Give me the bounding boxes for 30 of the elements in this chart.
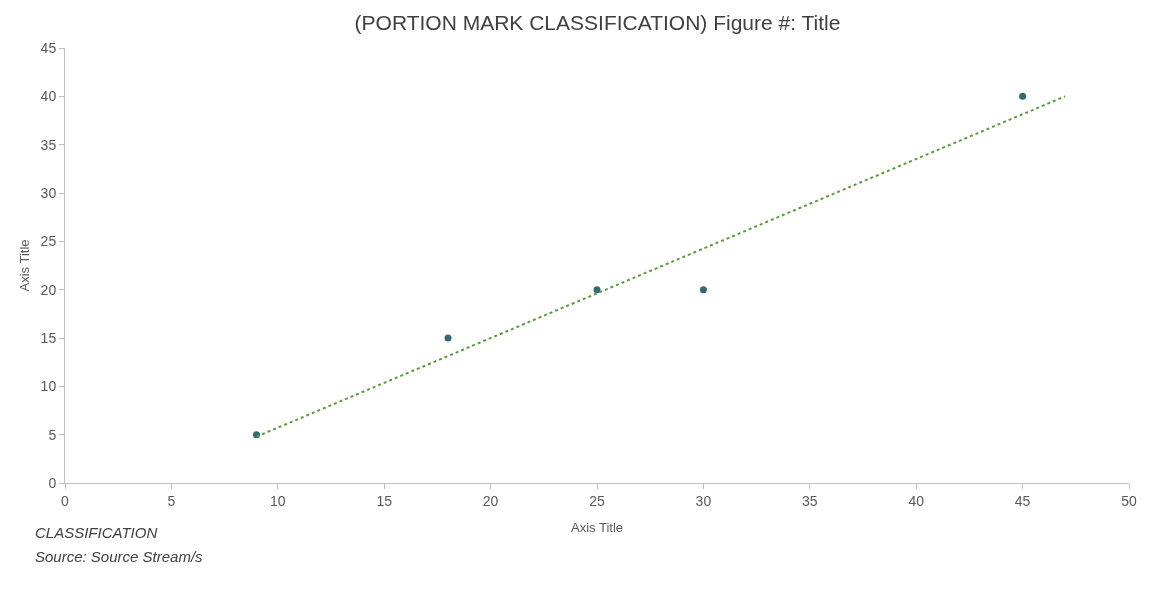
x-tick-label: 50 xyxy=(1121,492,1137,509)
x-axis-title: Axis Title xyxy=(570,520,624,536)
x-tick-label: 30 xyxy=(695,492,712,509)
x-tick-label: 0 xyxy=(61,492,70,509)
text: CLASSIFICATION xyxy=(35,524,158,541)
x-tick-label: 45 xyxy=(1014,492,1031,509)
chart-title: (PORTION MARK CLASSIFICATION) Figure #: Title xyxy=(354,10,841,34)
y-tick-label: 10 xyxy=(40,378,57,395)
x-tick-label: 25 xyxy=(589,492,605,509)
point xyxy=(699,286,707,294)
x-tick-label: 15 xyxy=(376,492,393,509)
x-tick-label: 35 xyxy=(802,492,818,509)
point xyxy=(593,286,601,294)
x-tick-label: 40 xyxy=(908,492,925,509)
y-tick-label: 0 xyxy=(48,474,57,491)
y-tick-label: 40 xyxy=(40,88,57,105)
point xyxy=(444,334,452,342)
y-tick-label: 45 xyxy=(40,39,57,56)
source-note: Source: Source Stream/s xyxy=(35,548,204,565)
y-tick-label: 20 xyxy=(40,281,57,298)
y-tick-label: 5 xyxy=(48,426,57,443)
x-tick-label: 10 xyxy=(270,492,286,509)
y-tick-label: 35 xyxy=(40,136,57,153)
y-tick-label: 25 xyxy=(40,233,57,250)
point xyxy=(1019,92,1027,100)
x-tick-label: 5 xyxy=(167,492,176,509)
x-tick-label: 20 xyxy=(482,492,499,509)
y-axis-title: Axis Title xyxy=(16,239,32,292)
y-tick-label: 30 xyxy=(40,184,57,201)
y-tick-label: 15 xyxy=(40,329,57,346)
